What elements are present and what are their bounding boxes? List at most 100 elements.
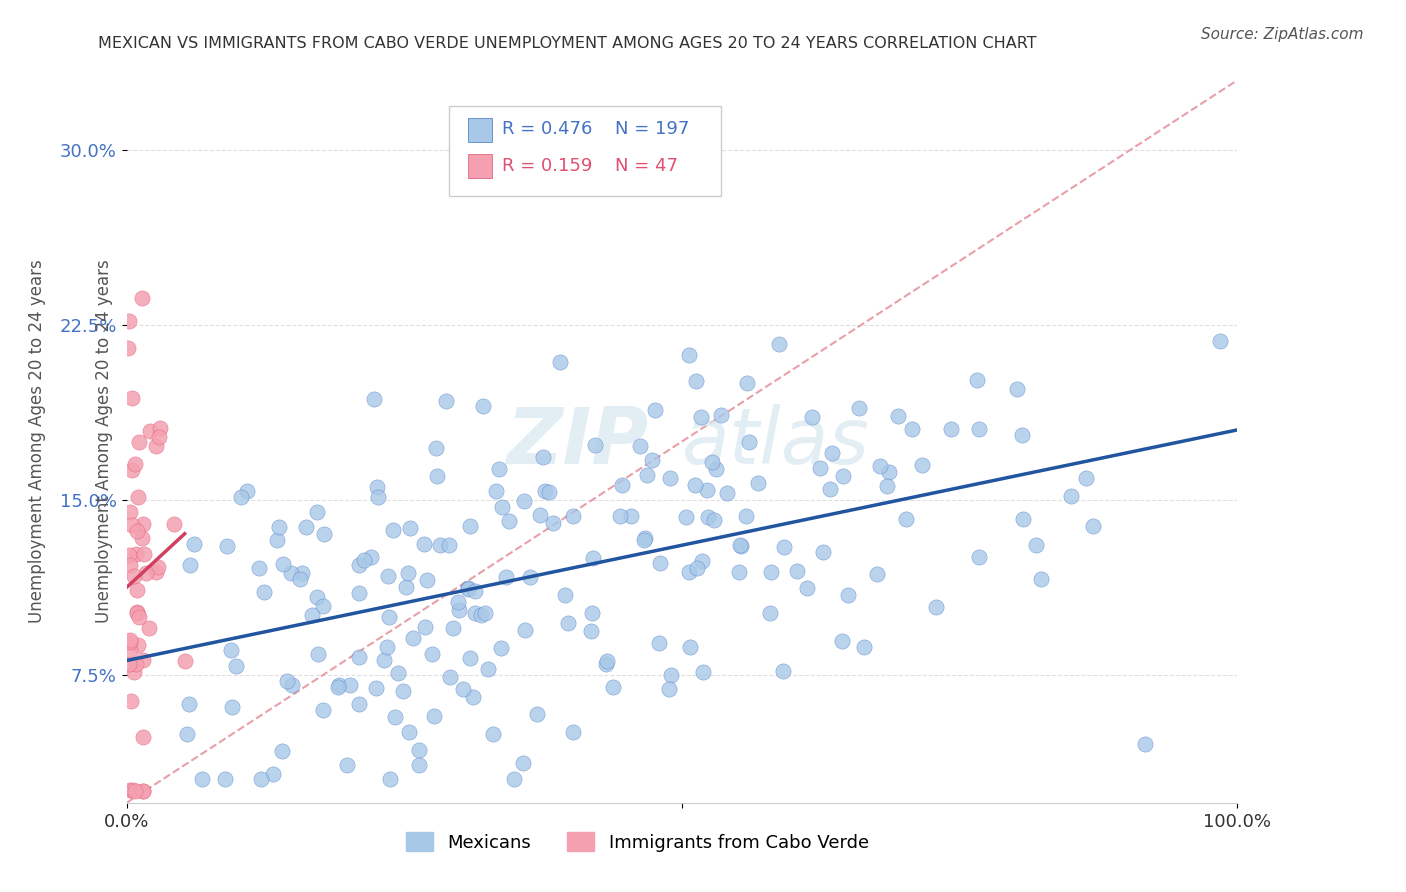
Mexicans xyxy=(531,450,554,464)
Mexicans xyxy=(336,758,359,772)
Immigrants from Cabo Verde xyxy=(117,342,139,356)
Immigrants from Cabo Verde xyxy=(128,610,150,624)
Mexicans xyxy=(579,624,602,638)
Mexicans xyxy=(485,483,508,498)
Mexicans xyxy=(679,640,702,655)
Immigrants from Cabo Verde xyxy=(131,532,153,546)
Immigrants from Cabo Verde xyxy=(131,516,153,531)
Mexicans xyxy=(360,550,382,565)
Y-axis label: Unemployment Among Ages 20 to 24 years: Unemployment Among Ages 20 to 24 years xyxy=(94,260,112,624)
Immigrants from Cabo Verde xyxy=(173,654,195,668)
Mexicans xyxy=(392,683,415,698)
Mexicans xyxy=(295,520,318,534)
Mexicans xyxy=(633,533,655,548)
Immigrants from Cabo Verde xyxy=(124,657,146,671)
Mexicans xyxy=(1135,737,1157,751)
Mexicans xyxy=(582,551,605,566)
Mexicans xyxy=(498,514,520,528)
Mexicans xyxy=(877,465,900,479)
Mexicans xyxy=(305,591,328,605)
Mexicans xyxy=(488,462,510,476)
Immigrants from Cabo Verde xyxy=(149,421,172,435)
Mexicans xyxy=(215,539,238,553)
Mexicans xyxy=(647,636,669,650)
Mexicans xyxy=(692,554,714,568)
Mexicans xyxy=(489,640,512,655)
Mexicans xyxy=(328,677,350,691)
Mexicans xyxy=(634,531,657,545)
Mexicans xyxy=(491,500,513,514)
Text: N = 47: N = 47 xyxy=(616,156,678,175)
Immigrants from Cabo Verde xyxy=(120,643,142,657)
Mexicans xyxy=(314,527,336,541)
Mexicans xyxy=(550,355,572,369)
Mexicans xyxy=(772,664,794,678)
Immigrants from Cabo Verde xyxy=(120,694,142,708)
Mexicans xyxy=(214,772,236,787)
Mexicans xyxy=(659,667,682,681)
Text: R = 0.476: R = 0.476 xyxy=(502,120,592,138)
Mexicans xyxy=(800,410,823,425)
Mexicans xyxy=(266,533,288,547)
Mexicans xyxy=(636,467,658,482)
Immigrants from Cabo Verde xyxy=(118,558,141,573)
Mexicans xyxy=(423,709,446,723)
Legend: Mexicans, Immigrants from Cabo Verde: Mexicans, Immigrants from Cabo Verde xyxy=(399,825,876,859)
Immigrants from Cabo Verde xyxy=(127,524,149,538)
Mexicans xyxy=(481,727,503,741)
Immigrants from Cabo Verde xyxy=(125,605,148,619)
Mexicans xyxy=(495,570,517,584)
Mexicans xyxy=(1012,512,1035,526)
Mexicans xyxy=(447,595,470,609)
Mexicans xyxy=(526,706,548,721)
Mexicans xyxy=(1209,334,1232,348)
Mexicans xyxy=(229,490,252,504)
Immigrants from Cabo Verde xyxy=(125,583,148,598)
Mexicans xyxy=(422,648,444,662)
Mexicans xyxy=(470,608,492,623)
Text: ZIP: ZIP xyxy=(506,403,648,480)
Mexicans xyxy=(367,490,389,504)
Mexicans xyxy=(366,480,388,494)
Mexicans xyxy=(458,518,481,533)
Immigrants from Cabo Verde xyxy=(131,731,153,745)
Mexicans xyxy=(190,772,212,787)
Mexicans xyxy=(730,539,752,553)
Mexicans xyxy=(541,516,564,530)
Mexicans xyxy=(866,566,889,581)
Mexicans xyxy=(408,742,430,756)
Mexicans xyxy=(534,483,557,498)
FancyBboxPatch shape xyxy=(449,105,721,196)
Mexicans xyxy=(1081,519,1104,533)
Immigrants from Cabo Verde xyxy=(121,783,143,797)
Mexicans xyxy=(796,581,818,595)
Mexicans xyxy=(658,681,681,696)
Mexicans xyxy=(353,553,375,567)
Mexicans xyxy=(387,666,409,681)
Mexicans xyxy=(477,662,499,676)
Mexicans xyxy=(474,606,496,620)
Mexicans xyxy=(307,648,329,662)
Immigrants from Cabo Verde xyxy=(132,653,155,667)
Mexicans xyxy=(425,441,447,455)
Mexicans xyxy=(848,401,870,416)
Mexicans xyxy=(339,678,361,692)
Mexicans xyxy=(686,561,709,575)
Mexicans xyxy=(291,566,314,580)
Mexicans xyxy=(696,510,718,524)
Mexicans xyxy=(896,512,918,526)
Text: atlas: atlas xyxy=(682,403,870,480)
Immigrants from Cabo Verde xyxy=(145,565,167,579)
Immigrants from Cabo Verde xyxy=(118,314,141,328)
Mexicans xyxy=(696,483,718,498)
Mexicans xyxy=(620,509,643,524)
Text: MEXICAN VS IMMIGRANTS FROM CABO VERDE UNEMPLOYMENT AMONG AGES 20 TO 24 YEARS COR: MEXICAN VS IMMIGRANTS FROM CABO VERDE UN… xyxy=(98,36,1038,51)
Immigrants from Cabo Verde xyxy=(122,665,145,680)
Immigrants from Cabo Verde xyxy=(125,547,148,561)
Mexicans xyxy=(876,479,898,493)
Mexicans xyxy=(375,640,398,655)
Immigrants from Cabo Verde xyxy=(125,606,148,620)
Mexicans xyxy=(537,485,560,500)
Mexicans xyxy=(678,347,700,361)
Mexicans xyxy=(412,536,434,550)
